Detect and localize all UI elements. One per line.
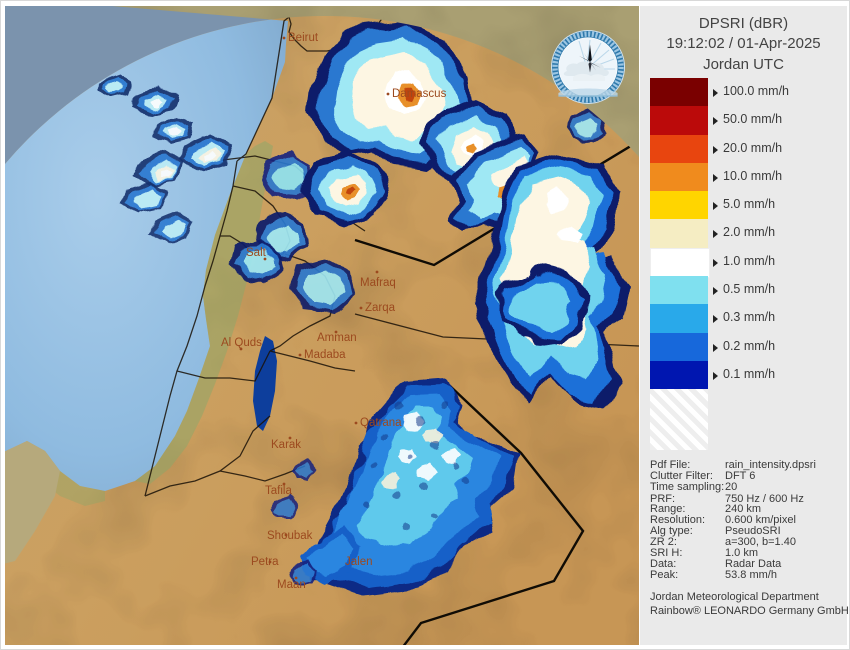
svg-text:Beirut: Beirut — [288, 32, 319, 44]
svg-text:Salt: Salt — [246, 247, 267, 259]
svg-text:Petra: Petra — [251, 556, 279, 568]
svg-text:Al Quds: Al Quds — [221, 337, 262, 349]
svg-text:Karak: Karak — [271, 439, 301, 451]
svg-text:Tafila: Tafila — [265, 485, 292, 497]
svg-text:Qatrana: Qatrana — [360, 417, 402, 429]
svg-text:Mafraq: Mafraq — [360, 277, 396, 289]
svg-text:Zarqa: Zarqa — [365, 302, 396, 314]
svg-text:Jalen: Jalen — [345, 556, 373, 568]
svg-text:Amman: Amman — [317, 332, 357, 344]
svg-text:Madaba: Madaba — [304, 349, 346, 361]
svg-text:Shoubak: Shoubak — [267, 530, 313, 542]
svg-text:Maan: Maan — [277, 579, 306, 591]
svg-text:Damascus: Damascus — [392, 88, 447, 100]
